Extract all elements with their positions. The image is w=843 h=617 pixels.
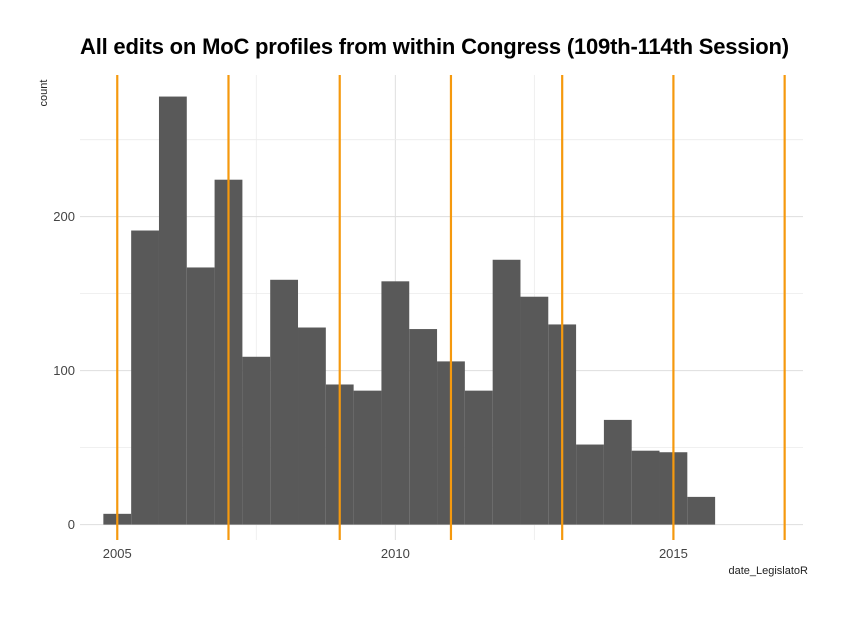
y-axis-label: count: [38, 80, 50, 107]
histogram-bar: [158, 96, 187, 525]
histogram-bar: [631, 450, 660, 525]
histogram-bar: [576, 444, 604, 525]
y-tick-label: 200: [53, 209, 75, 224]
histogram-bar: [298, 327, 326, 525]
session-lines: [116, 75, 786, 540]
chart-title: All edits on MoC profiles from within Co…: [80, 34, 789, 59]
tick-labels: 2005 2010 2015 0 100 200: [53, 209, 688, 561]
histogram-bars: [103, 96, 716, 525]
histogram-bar: [381, 281, 410, 525]
histogram-bar: [353, 390, 382, 525]
y-tick-label: 100: [53, 363, 75, 378]
histogram-bar: [464, 390, 493, 525]
x-tick-label: 2010: [381, 546, 410, 561]
histogram-bar: [409, 329, 438, 525]
y-tick-label: 0: [68, 517, 75, 532]
x-tick-label: 2015: [659, 546, 688, 561]
x-axis-label: date_LegislatoR: [728, 565, 808, 577]
histogram-bar: [603, 419, 632, 525]
histogram-bar: [242, 356, 271, 525]
histogram-bar: [492, 259, 521, 525]
x-tick-label: 2005: [103, 546, 132, 561]
histogram-bar: [186, 267, 215, 525]
histogram-bar: [687, 496, 716, 525]
histogram-bar: [520, 296, 549, 525]
histogram-bar: [270, 279, 299, 525]
histogram-bar: [131, 230, 159, 525]
